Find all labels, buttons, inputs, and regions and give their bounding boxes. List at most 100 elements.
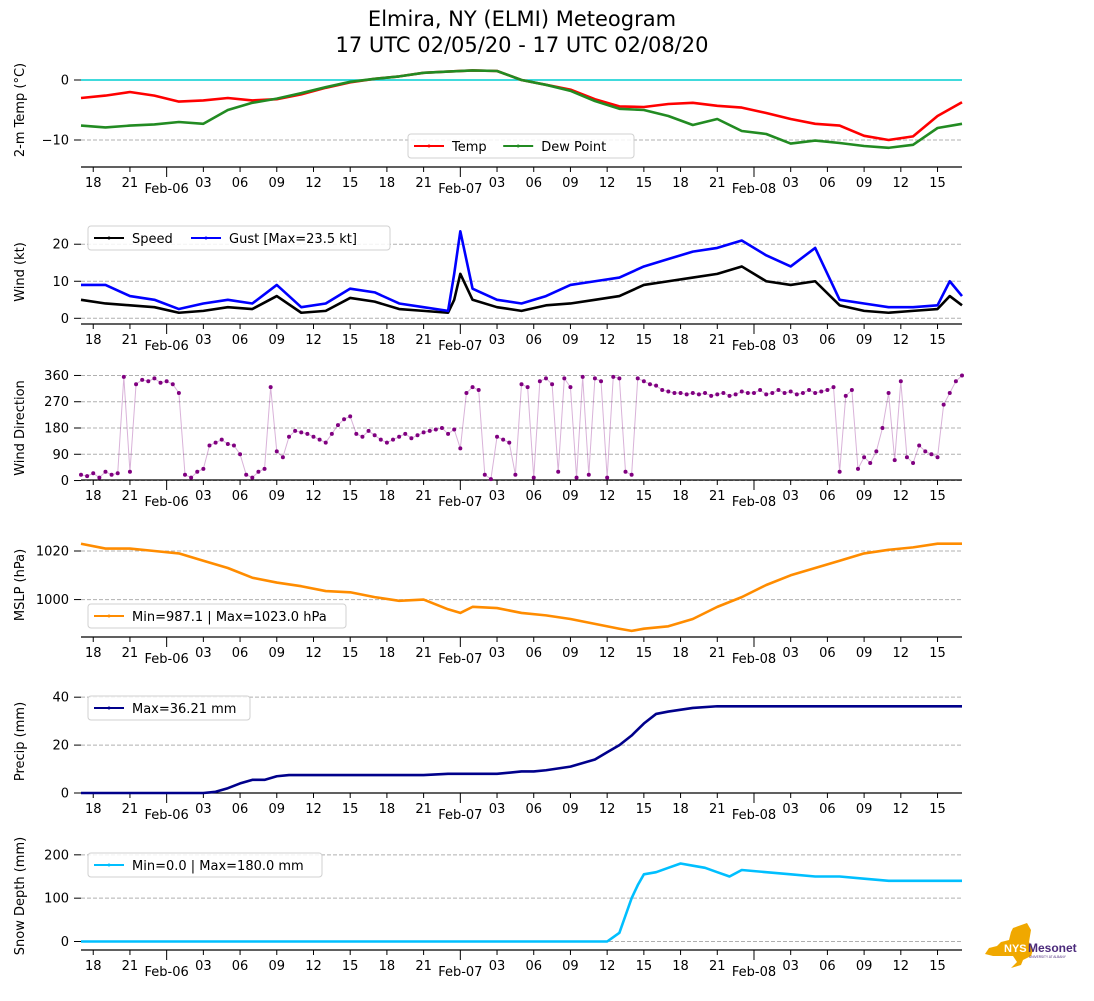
- y-tick-label: 40: [52, 691, 69, 706]
- x-tick-label: 21: [122, 802, 139, 817]
- legend-marker: [107, 614, 111, 618]
- wind-direction-point: [85, 474, 90, 479]
- x-tick-label: 21: [709, 176, 726, 191]
- x-date-label: Feb-06: [145, 965, 189, 980]
- x-tick-label: 18: [379, 646, 396, 661]
- y-axis-label: Precip (mm): [13, 702, 28, 781]
- panel-precip: 0 20 40 Precip (mm) 18 21 03 06 09 12 15 18 21 03 06 09…: [13, 691, 962, 823]
- wind-direction-point: [348, 414, 353, 419]
- wind-direction-point: [360, 434, 365, 439]
- wind-direction-point: [660, 388, 665, 393]
- x-tick-label: 12: [599, 333, 616, 348]
- x-tick-label: 15: [636, 333, 653, 348]
- wind-direction-point: [458, 446, 463, 451]
- x-tick-label: 12: [599, 176, 616, 191]
- wind-direction-point: [482, 472, 487, 477]
- x-tick-label: 18: [85, 802, 102, 817]
- wind-direction-point: [305, 431, 310, 436]
- wind-direction-point: [917, 443, 922, 448]
- x-tick-label: 18: [672, 959, 689, 974]
- y-tick-label: 20: [52, 238, 69, 253]
- wind-direction-point: [213, 440, 218, 445]
- legend: Temp Dew Point: [407, 133, 635, 159]
- wind-direction-point: [391, 437, 396, 442]
- wind-direction-point: [274, 449, 279, 454]
- x-date-label: Feb-07: [438, 652, 482, 667]
- wind-direction-point: [287, 434, 292, 439]
- wind-direction-point: [721, 390, 726, 395]
- wind-direction-point: [825, 388, 830, 393]
- x-tick-label: 18: [379, 802, 396, 817]
- x-tick-label: 12: [599, 489, 616, 504]
- x-tick-label: 15: [342, 333, 359, 348]
- wind-direction-point: [592, 376, 597, 381]
- wind-direction-point: [543, 376, 548, 381]
- wind-direction-point: [231, 443, 236, 448]
- wind-direction-point: [556, 469, 561, 474]
- x-tick-label: 21: [415, 176, 432, 191]
- y-tick-label: 270: [44, 395, 69, 410]
- wind-direction-point: [256, 469, 261, 474]
- y-tick-label: 1000: [36, 593, 69, 608]
- x-tick-label: 03: [489, 646, 506, 661]
- x-tick-label: 18: [379, 176, 396, 191]
- wind-direction-point: [611, 374, 616, 379]
- y-axis-label: Wind (kt): [13, 242, 28, 302]
- wind-direction-point: [495, 434, 500, 439]
- y-tick-label: 1020: [36, 545, 69, 560]
- wind-direction-point: [574, 475, 579, 480]
- legend-label: Min=0.0 | Max=180.0 mm: [132, 859, 304, 874]
- wind-direction-point: [121, 374, 126, 379]
- wind-direction-point: [501, 437, 506, 442]
- wind-direction-point: [727, 393, 732, 398]
- wind-direction-point: [880, 426, 885, 430]
- x-date-label: Feb-08: [732, 965, 776, 980]
- x-tick-label: 18: [379, 489, 396, 504]
- x-tick-label: 15: [342, 489, 359, 504]
- x-tick-label: 03: [489, 489, 506, 504]
- wind-direction-point: [843, 393, 848, 398]
- y-tick-label: 0: [61, 474, 69, 489]
- wind-direction-point: [855, 466, 860, 471]
- legend-marker: [516, 144, 520, 148]
- legend-label: Dew Point: [541, 140, 606, 155]
- x-tick-label: 15: [342, 176, 359, 191]
- wind-direction-point: [97, 475, 102, 480]
- x-tick-label: 09: [856, 489, 873, 504]
- wind-direction-point: [690, 390, 695, 395]
- wind-direction-point: [317, 437, 322, 442]
- wind-direction-point: [703, 390, 708, 395]
- wind-direction-point: [176, 390, 181, 395]
- x-tick-label: 15: [929, 333, 946, 348]
- x-tick-label: 18: [85, 959, 102, 974]
- x-date-label: Feb-06: [145, 652, 189, 667]
- x-tick-label: 06: [819, 646, 836, 661]
- x-tick-label: 09: [856, 959, 873, 974]
- wind-direction-point: [751, 390, 756, 395]
- y-tick-label: 20: [52, 739, 69, 754]
- x-tick-label: 21: [122, 489, 139, 504]
- wind-direction-point: [207, 443, 212, 448]
- x-date-label: Feb-06: [145, 339, 189, 354]
- x-tick-label: 09: [269, 959, 286, 974]
- x-tick-label: 21: [709, 802, 726, 817]
- wind-direction-point: [280, 455, 285, 460]
- panel-mslp: 1000 1020 MSLP (hPa) 18 21 03 06 09 12 15 18 21 03 06…: [13, 542, 962, 667]
- series-gust-line: [81, 229, 964, 313]
- logo-brand-text: Mesonet: [1028, 941, 1077, 955]
- wind-direction-point: [513, 472, 518, 477]
- wind-direction-point: [862, 455, 867, 460]
- wind-direction-point: [115, 471, 120, 476]
- x-date-label: Feb-08: [732, 182, 776, 197]
- wind-direction-point: [262, 466, 267, 471]
- x-tick-label: 06: [232, 176, 249, 191]
- x-tick-label: 03: [195, 646, 212, 661]
- wind-direction-point: [183, 472, 188, 477]
- x-date-label: Feb-08: [732, 652, 776, 667]
- x-tick-label: 18: [379, 333, 396, 348]
- legend-marker: [107, 863, 111, 867]
- x-tick-label: 21: [709, 489, 726, 504]
- y-tick-label: 180: [44, 422, 69, 437]
- x-date-label: Feb-07: [438, 808, 482, 823]
